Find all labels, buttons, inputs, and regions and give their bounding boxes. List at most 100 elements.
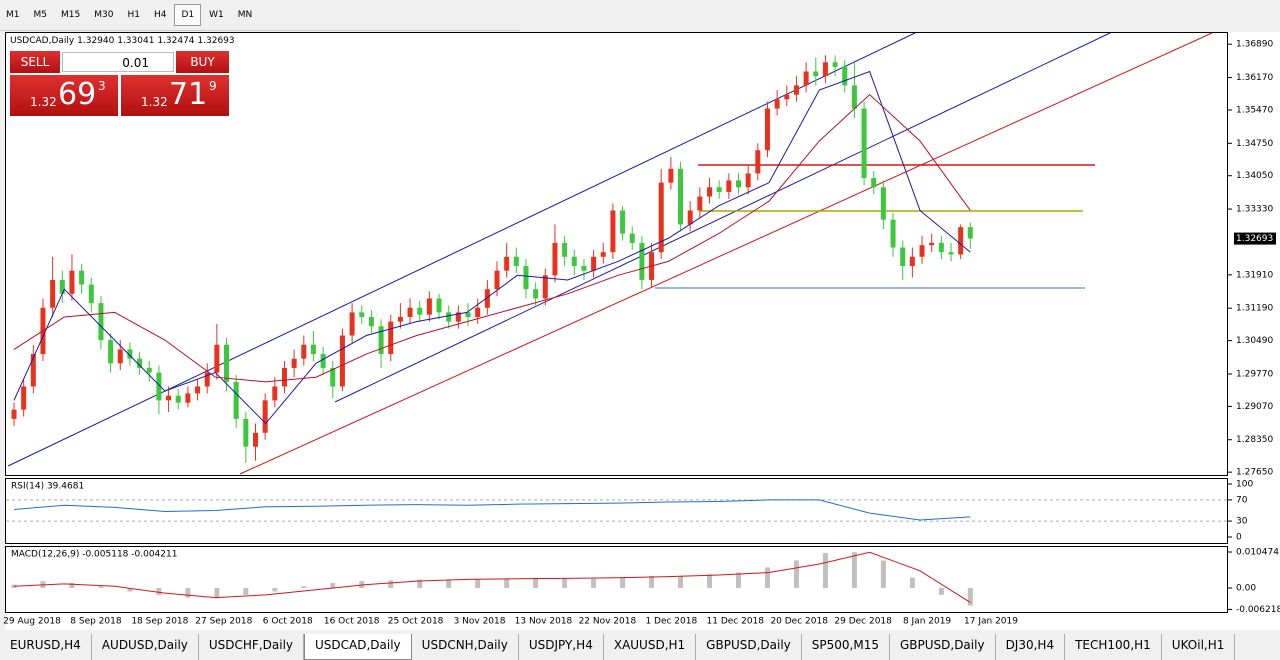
candle-body [687,210,693,225]
candle-body [262,400,268,433]
candle-body [108,340,114,364]
macd-panel [5,546,1228,613]
ask-price[interactable]: 1.32 71 9 [121,75,229,116]
chart-tab[interactable]: EURUSD,H4 [0,634,92,660]
candle-body [224,344,230,382]
candle-body [958,227,964,255]
candle-body [755,150,761,174]
candle-body [11,409,17,419]
macd-bar [69,582,75,589]
x-tick-label: 8 Sep 2018 [70,617,122,627]
chart-tab[interactable]: SP500,M15 [801,634,890,660]
candle-body [764,108,770,151]
timeframe-button[interactable]: M15 [61,10,81,20]
x-tick-label: 29 Dec 2018 [834,617,892,627]
chart-bg [5,32,1280,630]
chart-tab[interactable]: USDCAD,Daily [304,634,412,660]
chart-tab[interactable]: GBPUSD,Daily [696,634,802,660]
timeframe-button[interactable]: H1 [127,10,140,20]
chart-tab[interactable]: UKOil,H1 [1161,634,1236,660]
candle-body [301,344,307,359]
y-tick-label: 1.34750 [1236,139,1273,149]
x-tick-label: 6 Oct 2018 [263,617,313,627]
candle-body [30,354,36,387]
x-tick-label: 20 Dec 2018 [770,617,828,627]
macd-bar [388,580,394,589]
volume-input[interactable]: 0.01 [62,52,174,72]
timeframe-button[interactable]: M30 [94,10,114,20]
macd-bar [446,579,452,589]
candle-body [822,62,828,77]
candle-body [542,275,548,299]
candle-body [562,242,568,257]
buy-button[interactable]: BUY [176,51,229,73]
timeframe-button[interactable]: MN [237,10,253,20]
ohlc: 1.32940 [77,36,114,46]
macd-bar [243,588,249,595]
y-tick-label: 30 [1236,517,1248,527]
current-price-marker [1234,232,1276,245]
y-tick-label: 1.35470 [1236,105,1273,115]
candle-body [726,180,732,192]
timeframe-button[interactable]: M5 [33,10,48,20]
candle-body [243,418,249,447]
candle-body [484,289,490,308]
rsi-line [13,499,971,521]
candle-body [195,386,201,394]
chart-tab[interactable]: USDCNH,Daily [411,634,519,660]
y-tick-label: 1.33330 [1236,205,1273,215]
macd-bar [736,572,741,589]
chart-tab[interactable]: XAUUSD,H1 [603,634,697,660]
y-tick-label: 1.36890 [1236,40,1273,50]
sell-button[interactable]: SELL [10,51,60,73]
current-price-label: 1.32693 [1236,234,1273,244]
candle-body [533,289,539,299]
candle-body [349,312,355,336]
one-click-trading: SELL 0.01 BUY 1.32 69 3 1.32 71 9 [10,51,229,116]
timeframe-button[interactable]: H4 [153,10,167,20]
macd-bar [156,588,162,595]
chart-tabs: EURUSD,H4 AUDUSD,Daily USDCHF,Daily USDCAD,… [0,634,1280,660]
y-tick-label: 1.36170 [1236,73,1273,83]
timeframe-toolbar: M1 M5 M15 M30 H1 H4 D1 W1 MN [0,0,520,31]
chart-tab[interactable]: TECH100,H1 [1065,634,1162,660]
timeframe-button[interactable]: D1 [174,4,202,26]
macd-bar [475,579,481,589]
candle-body [697,196,703,211]
candle-body [813,71,819,77]
x-tick-label: 25 Oct 2018 [388,617,444,627]
x-tick-label: 11 Dec 2018 [707,617,765,627]
signal-line [13,551,971,603]
chart-tab[interactable]: USDCHF,Daily [198,634,305,660]
candle-body [832,62,838,67]
x-tick-label: 18 Sep 2018 [131,617,188,627]
y-tick-label: 0.010474 [1236,548,1279,558]
macd-bar [417,579,423,589]
price-fraction: 9 [209,79,217,93]
candle-body [137,358,143,368]
bid-price[interactable]: 1.32 69 3 [10,75,118,116]
candle-body [851,85,857,109]
indicator-title: MACD(12,26,9) -0.005118 -0.004211 [11,550,177,560]
candle-body [871,178,877,188]
chart-tab[interactable]: USDJPY,H4 [518,634,604,660]
chart-tab[interactable]: GBPUSD,Daily [889,634,996,660]
candle-body [668,168,674,183]
timeframe-button[interactable]: M1 [6,10,20,20]
candle-body [320,354,326,368]
y-tick-label: 1.31910 [1236,270,1273,280]
y-tick-label: 1.30490 [1236,336,1273,346]
candle-body [465,312,471,317]
candle-body [397,316,403,322]
candle-body [591,256,597,271]
timeframe-button[interactable]: W1 [209,10,224,20]
candle-body [774,99,780,109]
candle-body [523,266,529,290]
candle-body [707,187,713,197]
x-tick-label: 8 Jan 2019 [903,617,951,627]
ohlc: 1.33041 [117,36,154,46]
candle-body [909,256,915,267]
chart-tab[interactable]: DJ30,H4 [995,634,1066,660]
chart-tab[interactable]: AUDUSD,Daily [91,634,199,660]
macd-bar [330,582,336,589]
